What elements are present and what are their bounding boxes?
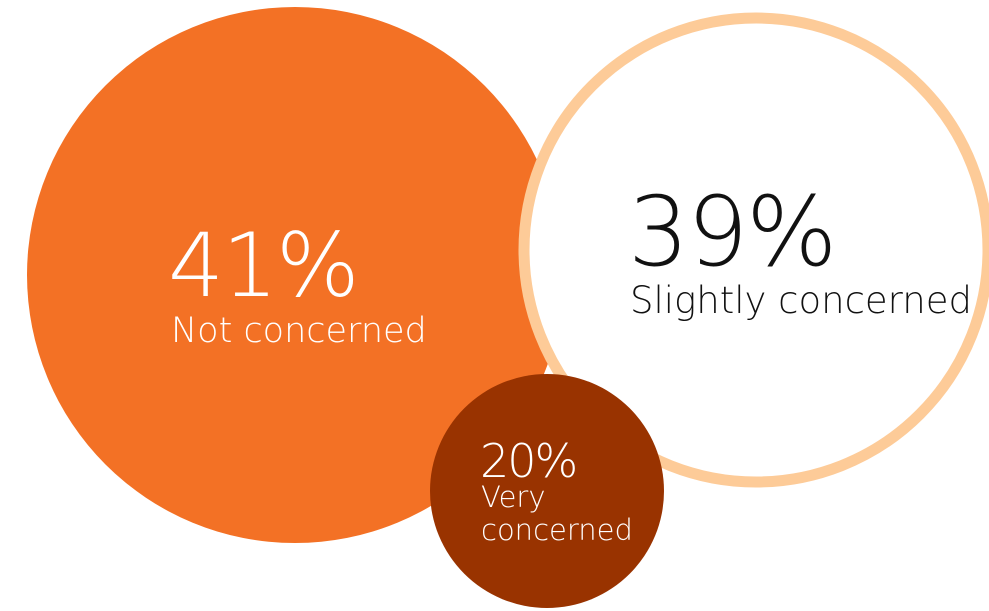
- value-label-slightly-concerned: 39%: [628, 176, 835, 288]
- category-label-very-concerned: Very concerned: [481, 480, 633, 547]
- value-label-very-concerned: 20%: [480, 434, 576, 488]
- category-label-slightly-concerned: Slightly concerned: [630, 279, 972, 322]
- value-label-not-concerned: 41%: [168, 214, 358, 317]
- bubble-slightly-concerned: [518, 12, 989, 488]
- category-label-not-concerned: Not concerned: [171, 311, 427, 351]
- bubble-very-concerned: [430, 374, 664, 608]
- bubble-labels: 41%Not concerned 39%Slightly concerned 20%…: [168, 176, 972, 547]
- bubble-not-concerned: [27, 7, 563, 543]
- bubble-circles: [27, 7, 989, 608]
